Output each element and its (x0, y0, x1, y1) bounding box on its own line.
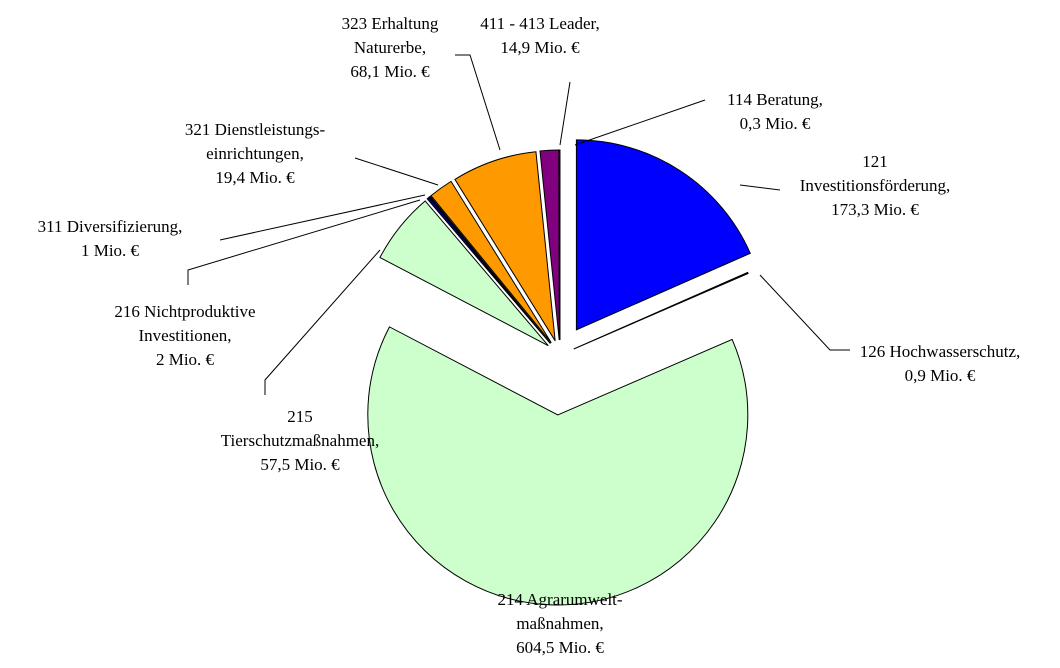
slice-name: 114 Beratung, (727, 90, 823, 109)
leader-line (759, 274, 850, 351)
slice-label: 121 Investitionsförderung, 173,3 Mio. € (785, 150, 965, 222)
slice-name: 126 Hochwasserschutz, (859, 342, 1021, 361)
slice-value: 57,5 Mio. € (260, 455, 340, 474)
slice-value: 2 Mio. € (155, 350, 215, 369)
slice-name: 215 Tierschutzmaßnahmen, (220, 407, 380, 450)
slice-label: 411 - 413 Leader, 14,9 Mio. € (445, 12, 635, 60)
slice-name: 411 - 413 Leader, (480, 14, 600, 33)
slice-name: 214 Agrarumwelt-maßnahmen, (497, 590, 623, 633)
slice-label: 311 Diversifizierung, 1 Mio. € (0, 215, 225, 263)
leader-line (354, 157, 439, 186)
pie-slice (539, 149, 560, 341)
slice-value: 19,4 Mio. € (215, 168, 295, 187)
leader-line (219, 194, 426, 241)
slice-label: 214 Agrarumwelt-maßnahmen, 604,5 Mio. € (480, 588, 640, 660)
slice-value: 604,5 Mio. € (516, 638, 604, 657)
slice-label: 216 Nichtproduktive Investitionen, 2 Mio.… (80, 300, 290, 372)
pie-slice (575, 139, 751, 331)
slice-label: 323 Erhaltung Naturerbe, 68,1 Mio. € (325, 12, 455, 84)
leader-line (264, 249, 381, 395)
slice-value: 1 Mio. € (80, 241, 140, 260)
pie-slice (428, 195, 551, 344)
slice-label: 215 Tierschutzmaßnahmen, 57,5 Mio. € (215, 405, 385, 477)
leader-line (574, 99, 706, 146)
slice-name: 311 Diversifizierung, (37, 217, 183, 236)
slice-value: 0,3 Mio. € (739, 114, 811, 133)
pie-slice (430, 180, 552, 344)
slice-value: 14,9 Mio. € (500, 38, 580, 57)
slice-label: 321 Dienstleistungs-einrichtungen, 19,4 M… (155, 118, 355, 190)
slice-label: 126 Hochwasserschutz, 0,9 Mio. € (825, 340, 1055, 388)
slice-name: 321 Dienstleistungs-einrichtungen, (184, 120, 326, 163)
pie-slice (379, 200, 549, 347)
slice-name: 216 Nichtproduktive Investitionen, (114, 302, 256, 345)
slice-value: 68,1 Mio. € (350, 62, 430, 81)
slice-value: 0,9 Mio. € (904, 366, 976, 385)
slice-label: 114 Beratung, 0,3 Mio. € (700, 88, 850, 136)
leader-line (559, 81, 571, 146)
slice-name: 323 Erhaltung Naturerbe, (341, 14, 439, 57)
leader-line (455, 54, 501, 151)
leader-line (739, 184, 781, 191)
pie-slice (367, 326, 749, 606)
slice-name: 121 Investitionsförderung, (799, 152, 951, 195)
pie-slice (454, 151, 556, 342)
pie-slice (573, 271, 749, 350)
leader-line (187, 199, 421, 285)
slice-value: 173,3 Mio. € (831, 200, 919, 219)
